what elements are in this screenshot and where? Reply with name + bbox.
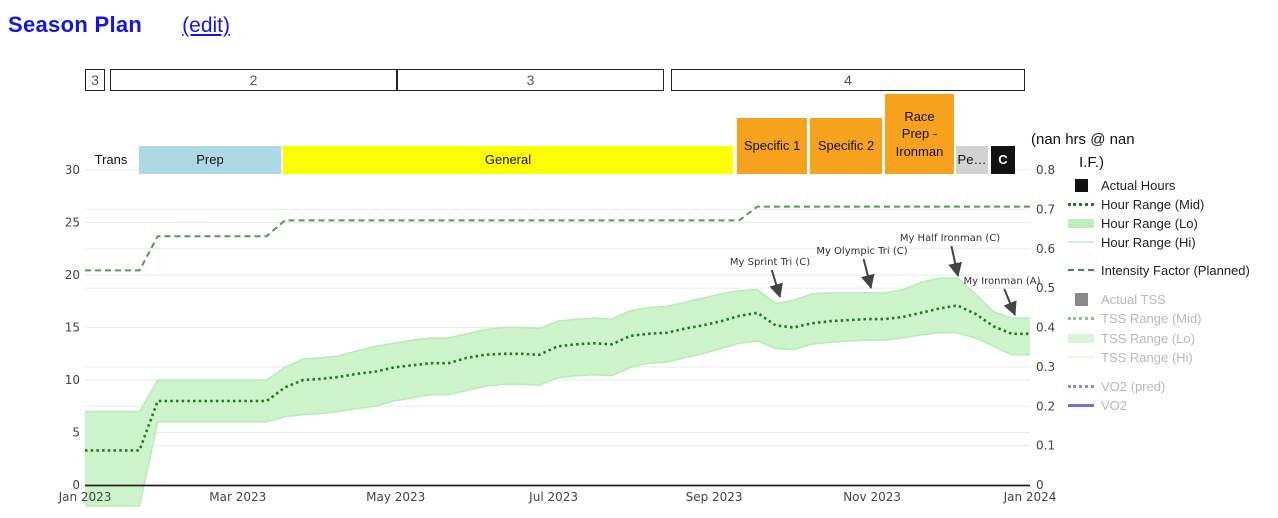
y-left-tick-label: 30 bbox=[65, 163, 80, 177]
legend-swatch-hour-range-mid bbox=[1068, 202, 1094, 206]
legend-label: Hour Range (Lo) bbox=[1101, 215, 1198, 231]
hour-range-band bbox=[85, 278, 1030, 506]
legend-header-line1: (nan hrs @ nan bbox=[1031, 131, 1135, 148]
legend-swatch-tss-range-hi bbox=[1068, 356, 1094, 358]
phase-block-specific-1[interactable]: Specific 1 bbox=[737, 118, 807, 174]
phase-block-prep[interactable]: Prep bbox=[139, 146, 281, 174]
legend-label: Hour Range (Hi) bbox=[1101, 234, 1196, 250]
y-left-tick-label: 0 bbox=[72, 478, 80, 492]
legend-swatch-hour-range-lo bbox=[1068, 218, 1094, 228]
y-right-tick-label: 0.2 bbox=[1036, 399, 1055, 413]
phase-block-c[interactable]: C bbox=[991, 146, 1015, 174]
period-box-4[interactable]: 4 bbox=[671, 69, 1025, 91]
y-left-tick-label: 25 bbox=[65, 216, 80, 230]
legend-swatch-actual-tss bbox=[1068, 292, 1094, 306]
period-box-3[interactable]: 3 bbox=[397, 69, 664, 91]
edit-season-plan-link[interactable]: (edit) bbox=[182, 14, 230, 37]
legend-label: TSS Range (Mid) bbox=[1101, 310, 1202, 326]
annotation-arrow bbox=[769, 269, 783, 298]
x-tick-label: Jul 2023 bbox=[528, 490, 578, 504]
y-right-tick-label: 0.3 bbox=[1036, 360, 1055, 374]
legend-label: TSS Range (Hi) bbox=[1101, 349, 1193, 365]
annotation-arrow bbox=[1003, 288, 1017, 316]
annotation-arrow bbox=[948, 245, 963, 277]
period-box-2[interactable]: 2 bbox=[110, 69, 397, 91]
legend-item-hour-range-mid[interactable]: Hour Range (Mid) bbox=[1068, 196, 1204, 212]
annotation-my-sprint-tri-c: My Sprint Tri (C) bbox=[730, 257, 810, 298]
phase-block-pe[interactable]: Pe… bbox=[956, 146, 988, 174]
legend-item-tss-range-mid[interactable]: TSS Range (Mid) bbox=[1068, 310, 1201, 326]
x-tick-label: May 2023 bbox=[366, 490, 425, 504]
y-right-tick-label: 0 bbox=[1036, 478, 1044, 492]
annotation-label: My Ironman (A) bbox=[963, 276, 1040, 287]
legend-item-actual-hours[interactable]: Actual Hours bbox=[1068, 177, 1175, 193]
legend-label: VO2 (pred) bbox=[1101, 378, 1166, 394]
legend-item-tss-range-hi[interactable]: TSS Range (Hi) bbox=[1068, 349, 1193, 365]
legend-label: Hour Range (Mid) bbox=[1101, 196, 1205, 212]
y-right-tick-label: 0.1 bbox=[1036, 439, 1055, 453]
y-right-tick-label: 0.6 bbox=[1036, 242, 1055, 256]
intensity-factor-line bbox=[85, 205, 1030, 272]
x-tick-label: Jan 2023 bbox=[58, 490, 112, 504]
phase-block-general[interactable]: General bbox=[283, 146, 733, 174]
legend-header-line2: I.F.) bbox=[1079, 154, 1104, 171]
y-right-tick-label: 0.5 bbox=[1036, 281, 1055, 295]
legend-label: Actual Hours bbox=[1101, 177, 1176, 193]
annotation-arrow bbox=[861, 258, 875, 289]
x-tick-label: Jan 2024 bbox=[1003, 490, 1057, 504]
hour-range-lo-line bbox=[85, 332, 1030, 507]
phase-block-specific-2[interactable]: Specific 2 bbox=[810, 118, 882, 174]
legend-swatch-tss-range-mid bbox=[1068, 316, 1094, 320]
legend-label: VO2 bbox=[1101, 397, 1128, 413]
period-box-3[interactable]: 3 bbox=[85, 69, 105, 91]
legend-label: Intensity Factor (Planned) bbox=[1101, 262, 1250, 278]
page-header: Season Plan (edit) bbox=[8, 12, 230, 38]
annotation-label: My Half Ironman (C) bbox=[900, 233, 1000, 244]
x-tick-label: Sep 2023 bbox=[686, 490, 743, 504]
legend-item-vo2[interactable]: VO2 bbox=[1068, 397, 1127, 413]
legend-item-actual-tss[interactable]: Actual TSS bbox=[1068, 291, 1166, 307]
annotation-label: My Olympic Tri (C) bbox=[816, 246, 907, 257]
page-title: Season Plan bbox=[8, 12, 143, 37]
annotation-label: My Sprint Tri (C) bbox=[730, 257, 810, 268]
x-tick-label: Nov 2023 bbox=[843, 490, 901, 504]
y-left-tick-label: 15 bbox=[65, 321, 80, 335]
legend-item-vo2-pred[interactable]: VO2 (pred) bbox=[1068, 378, 1165, 394]
legend-item-hour-range-lo[interactable]: Hour Range (Lo) bbox=[1068, 215, 1198, 231]
legend-swatch-intensity-factor-planned bbox=[1068, 269, 1094, 271]
y-left-tick-label: 20 bbox=[65, 268, 80, 282]
legend-swatch-actual-hours bbox=[1068, 178, 1094, 192]
legend-swatch-vo2-pred bbox=[1068, 384, 1094, 388]
legend-swatch-hour-range-hi bbox=[1068, 241, 1094, 243]
legend-item-tss-range-lo[interactable]: TSS Range (Lo) bbox=[1068, 330, 1195, 346]
phase-block-trans[interactable]: Trans bbox=[94, 152, 128, 168]
y-right-tick-label: 0.8 bbox=[1036, 163, 1055, 177]
legend-swatch-vo2 bbox=[1068, 403, 1094, 407]
annotation-my-ironman-a: My Ironman (A) bbox=[963, 276, 1041, 316]
annotation-my-olympic-tri-c: My Olympic Tri (C) bbox=[816, 246, 908, 289]
y-left-tick-label: 5 bbox=[72, 426, 80, 440]
phase-block-race-prep-ironman[interactable]: Race Prep - Ironman bbox=[885, 94, 954, 174]
hour-range-hi-line bbox=[85, 277, 1030, 413]
legend-item-hour-range-hi[interactable]: Hour Range (Hi) bbox=[1068, 234, 1196, 250]
legend-label: TSS Range (Lo) bbox=[1101, 330, 1195, 346]
x-tick-label: Mar 2023 bbox=[209, 490, 266, 504]
y-right-tick-label: 0.7 bbox=[1036, 202, 1055, 216]
y-right-tick-label: 0.4 bbox=[1036, 321, 1055, 335]
legend-swatch-tss-range-lo bbox=[1068, 333, 1094, 343]
y-left-tick-label: 10 bbox=[65, 373, 80, 387]
legend-item-intensity-factor-planned[interactable]: Intensity Factor (Planned) bbox=[1068, 262, 1250, 278]
legend-label: Actual TSS bbox=[1101, 291, 1166, 307]
annotation-my-half-ironman-c: My Half Ironman (C) bbox=[900, 233, 1000, 277]
